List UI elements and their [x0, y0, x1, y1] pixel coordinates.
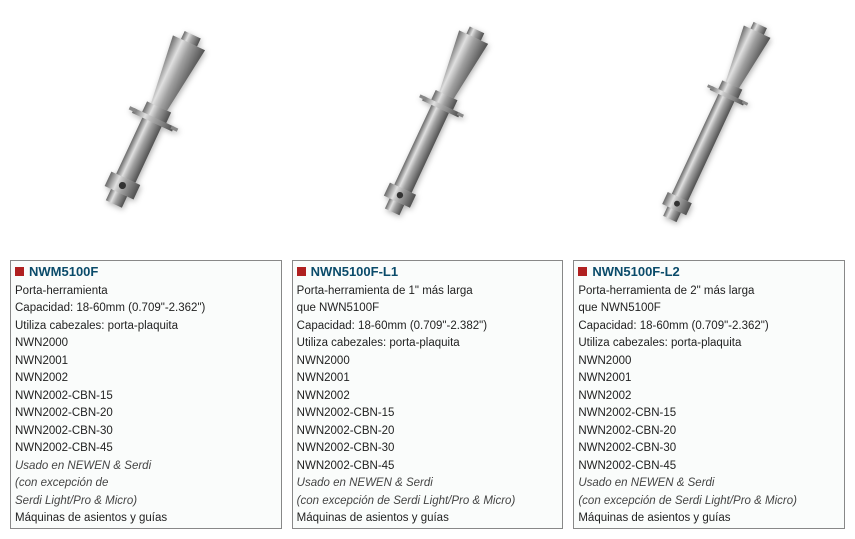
spec-line: Utiliza cabezales: porta-plaquita [11, 318, 281, 336]
spec-line: Porta-herramienta de 2" más larga [574, 283, 844, 301]
tool-image [292, 10, 564, 260]
tool-holder-icon [609, 10, 809, 260]
spec-line: NWN2000 [574, 353, 844, 371]
title-row: NWM5100F [11, 261, 281, 283]
title-row: NWN5100F-L2 [574, 261, 844, 283]
info-box: NWM5100F Porta-herramienta Capacidad: 18… [10, 260, 282, 529]
product-code: NWM5100F [29, 263, 98, 281]
product-card: NWN5100F-L1 Porta-herramienta de 1" más … [292, 10, 564, 529]
spec-line: Utiliza cabezales: porta-plaquita [293, 335, 563, 353]
spec-line: Máquinas de asientos y guías [11, 510, 281, 528]
spec-line: NWN2002-CBN-20 [11, 405, 281, 423]
spec-line: Máquinas de asientos y guías [293, 510, 563, 528]
spec-line: Usado en NEWEN & Serdi [574, 475, 844, 493]
spec-line: NWN2002 [293, 388, 563, 406]
product-code: NWN5100F-L1 [311, 263, 398, 281]
tool-holder-icon [56, 20, 236, 250]
marker-icon [578, 267, 587, 276]
spec-line: (con excepción de [11, 475, 281, 493]
product-card: NWM5100F Porta-herramienta Capacidad: 18… [10, 10, 282, 529]
spec-line: NWN2002-CBN-45 [574, 458, 844, 476]
tool-image [10, 10, 282, 260]
spec-line: NWN2000 [293, 353, 563, 371]
tool-holder-icon [333, 15, 523, 255]
spec-line: Capacidad: 18-60mm (0.709"-2.362") [574, 318, 844, 336]
spec-line: NWN2002-CBN-30 [574, 440, 844, 458]
product-code: NWN5100F-L2 [592, 263, 679, 281]
spec-line: Porta-herramienta [11, 283, 281, 301]
spec-line: Capacidad: 18-60mm (0.709"-2.382") [293, 318, 563, 336]
spec-line: Usado en NEWEN & Serdi [293, 475, 563, 493]
spec-line: (con excepción de Serdi Light/Pro & Micr… [293, 493, 563, 511]
spec-line: NWN2002-CBN-45 [293, 458, 563, 476]
spec-line: NWN2002-CBN-15 [11, 388, 281, 406]
spec-line: NWN2000 [11, 335, 281, 353]
spec-line: NWN2002-CBN-30 [293, 440, 563, 458]
spec-line: NWN2001 [574, 370, 844, 388]
spec-line: NWN2002 [11, 370, 281, 388]
marker-icon [15, 267, 24, 276]
products-row: NWM5100F Porta-herramienta Capacidad: 18… [10, 10, 845, 529]
spec-line: Usado en NEWEN & Serdi [11, 458, 281, 476]
product-card: NWN5100F-L2 Porta-herramienta de 2" más … [573, 10, 845, 529]
spec-line: NWN2002-CBN-20 [574, 423, 844, 441]
spec-line: NWN2002 [574, 388, 844, 406]
spec-line: NWN2002-CBN-20 [293, 423, 563, 441]
title-row: NWN5100F-L1 [293, 261, 563, 283]
spec-line: Utiliza cabezales: porta-plaquita [574, 335, 844, 353]
spec-line: NWN2002-CBN-30 [11, 423, 281, 441]
spec-line: (con excepción de Serdi Light/Pro & Micr… [574, 493, 844, 511]
spec-line: Serdi Light/Pro & Micro) [11, 493, 281, 511]
marker-icon [297, 267, 306, 276]
spec-line: NWN2002-CBN-45 [11, 440, 281, 458]
spec-line: que NWN5100F [293, 300, 563, 318]
spec-line: Máquinas de asientos y guías [574, 510, 844, 528]
info-box: NWN5100F-L1 Porta-herramienta de 1" más … [292, 260, 564, 529]
spec-line: NWN2001 [293, 370, 563, 388]
spec-line: Porta-herramienta de 1" más larga [293, 283, 563, 301]
spec-line: que NWN5100F [574, 300, 844, 318]
spec-line: NWN2002-CBN-15 [293, 405, 563, 423]
spec-line: NWN2002-CBN-15 [574, 405, 844, 423]
spec-line: Capacidad: 18-60mm (0.709"-2.362") [11, 300, 281, 318]
spec-line: NWN2001 [11, 353, 281, 371]
info-box: NWN5100F-L2 Porta-herramienta de 2" más … [573, 260, 845, 529]
tool-image [573, 10, 845, 260]
